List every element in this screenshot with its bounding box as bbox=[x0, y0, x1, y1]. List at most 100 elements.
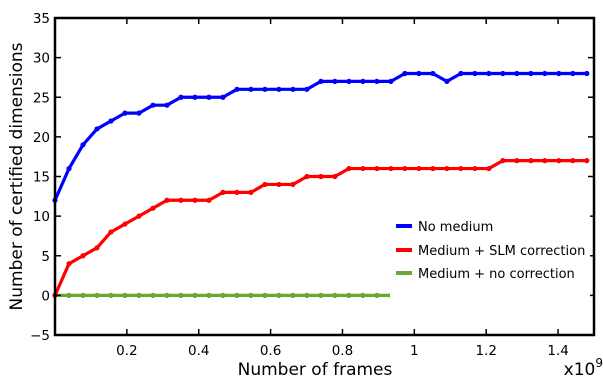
legend-label: Medium + no correction bbox=[418, 267, 575, 282]
data-point bbox=[220, 94, 226, 100]
y-axis-title: Number of certified dimensions bbox=[7, 42, 27, 310]
data-point bbox=[416, 70, 422, 77]
data-point bbox=[318, 173, 324, 180]
legend-box bbox=[390, 212, 590, 300]
data-point bbox=[458, 70, 464, 77]
data-point bbox=[108, 229, 114, 235]
data-point bbox=[262, 181, 268, 188]
data-point bbox=[108, 292, 114, 298]
data-point bbox=[374, 78, 380, 84]
y-tick-label: 30 bbox=[33, 51, 50, 67]
data-point bbox=[444, 78, 450, 84]
data-point bbox=[402, 70, 408, 77]
data-point bbox=[178, 94, 184, 100]
x-axis-title: Number of frames bbox=[238, 360, 393, 380]
x-tick-label: 0.4 bbox=[188, 343, 209, 359]
data-point bbox=[556, 70, 562, 77]
data-point bbox=[248, 189, 254, 195]
data-point bbox=[122, 110, 128, 116]
data-point bbox=[136, 213, 142, 219]
data-point bbox=[80, 292, 86, 298]
data-point bbox=[80, 142, 86, 148]
data-point bbox=[220, 189, 226, 195]
data-point bbox=[248, 86, 254, 92]
y-tick-label: 15 bbox=[33, 170, 50, 186]
data-point bbox=[388, 78, 394, 84]
data-point bbox=[290, 86, 296, 92]
y-tick-label: 10 bbox=[33, 209, 50, 225]
data-point bbox=[528, 70, 534, 77]
data-point bbox=[332, 78, 338, 84]
data-point bbox=[94, 245, 100, 251]
data-point bbox=[178, 197, 184, 203]
data-point bbox=[234, 292, 240, 298]
data-point bbox=[276, 181, 282, 188]
data-point bbox=[220, 292, 226, 298]
x-tick-label: 1.4 bbox=[547, 343, 568, 359]
series-layer bbox=[52, 70, 590, 298]
data-point bbox=[136, 292, 142, 298]
data-point bbox=[430, 165, 436, 172]
data-point bbox=[290, 181, 296, 188]
data-point bbox=[458, 165, 464, 172]
data-point bbox=[80, 253, 86, 259]
data-point bbox=[136, 110, 142, 116]
data-point bbox=[360, 78, 366, 84]
y-tick-label: 20 bbox=[33, 130, 50, 146]
data-point bbox=[150, 292, 156, 298]
data-point bbox=[94, 292, 100, 298]
data-point bbox=[360, 165, 366, 172]
multiplier-base: x10 bbox=[564, 360, 596, 380]
data-point bbox=[570, 70, 576, 77]
data-point bbox=[66, 165, 72, 172]
data-point bbox=[500, 158, 506, 164]
data-point bbox=[192, 197, 198, 203]
data-point bbox=[304, 292, 310, 298]
data-point bbox=[206, 292, 212, 298]
data-point bbox=[94, 126, 100, 132]
data-point bbox=[528, 158, 534, 164]
data-point bbox=[164, 197, 170, 203]
data-point bbox=[388, 165, 394, 172]
data-point bbox=[290, 292, 296, 298]
data-point bbox=[304, 86, 310, 92]
data-point bbox=[276, 292, 282, 298]
data-point bbox=[472, 165, 478, 172]
data-point bbox=[346, 292, 352, 298]
x-tick-label: 0.8 bbox=[332, 343, 353, 359]
data-point bbox=[346, 165, 352, 172]
series-line bbox=[53, 71, 587, 201]
x-tick-label: 0.6 bbox=[260, 343, 281, 359]
y-tick-label: 25 bbox=[33, 90, 50, 106]
data-point bbox=[374, 292, 380, 298]
data-point bbox=[472, 70, 478, 77]
data-point bbox=[262, 292, 268, 298]
data-point bbox=[248, 292, 254, 298]
data-point bbox=[444, 165, 450, 172]
data-point bbox=[514, 70, 520, 77]
x-tick-label: 1 bbox=[410, 343, 419, 359]
x-tick-label: 0.2 bbox=[116, 343, 137, 359]
axis-ticks: −5 0 5 10 15 20 25 30 35 0.2 0.4 0.6 0.8 1 1.2 1.4 bbox=[30, 11, 594, 359]
data-point bbox=[66, 292, 72, 298]
data-point bbox=[360, 292, 366, 298]
data-point bbox=[556, 158, 562, 164]
data-point bbox=[122, 292, 128, 298]
data-point bbox=[276, 86, 282, 92]
data-point bbox=[402, 165, 408, 172]
data-point bbox=[584, 158, 590, 164]
data-point bbox=[66, 261, 72, 267]
data-point bbox=[164, 102, 170, 108]
data-point bbox=[304, 173, 310, 180]
data-point bbox=[122, 221, 128, 227]
data-point bbox=[346, 78, 352, 84]
legend-label: Medium + SLM correction bbox=[418, 244, 585, 259]
data-point bbox=[150, 102, 156, 108]
data-point bbox=[206, 197, 212, 203]
data-point bbox=[500, 70, 506, 77]
multiplier-exponent: 9 bbox=[595, 356, 603, 370]
legend: No medium Medium + SLM correction Medium +… bbox=[390, 212, 590, 300]
data-point bbox=[430, 70, 436, 77]
y-tick-label: 0 bbox=[41, 288, 50, 304]
data-point bbox=[262, 86, 268, 92]
